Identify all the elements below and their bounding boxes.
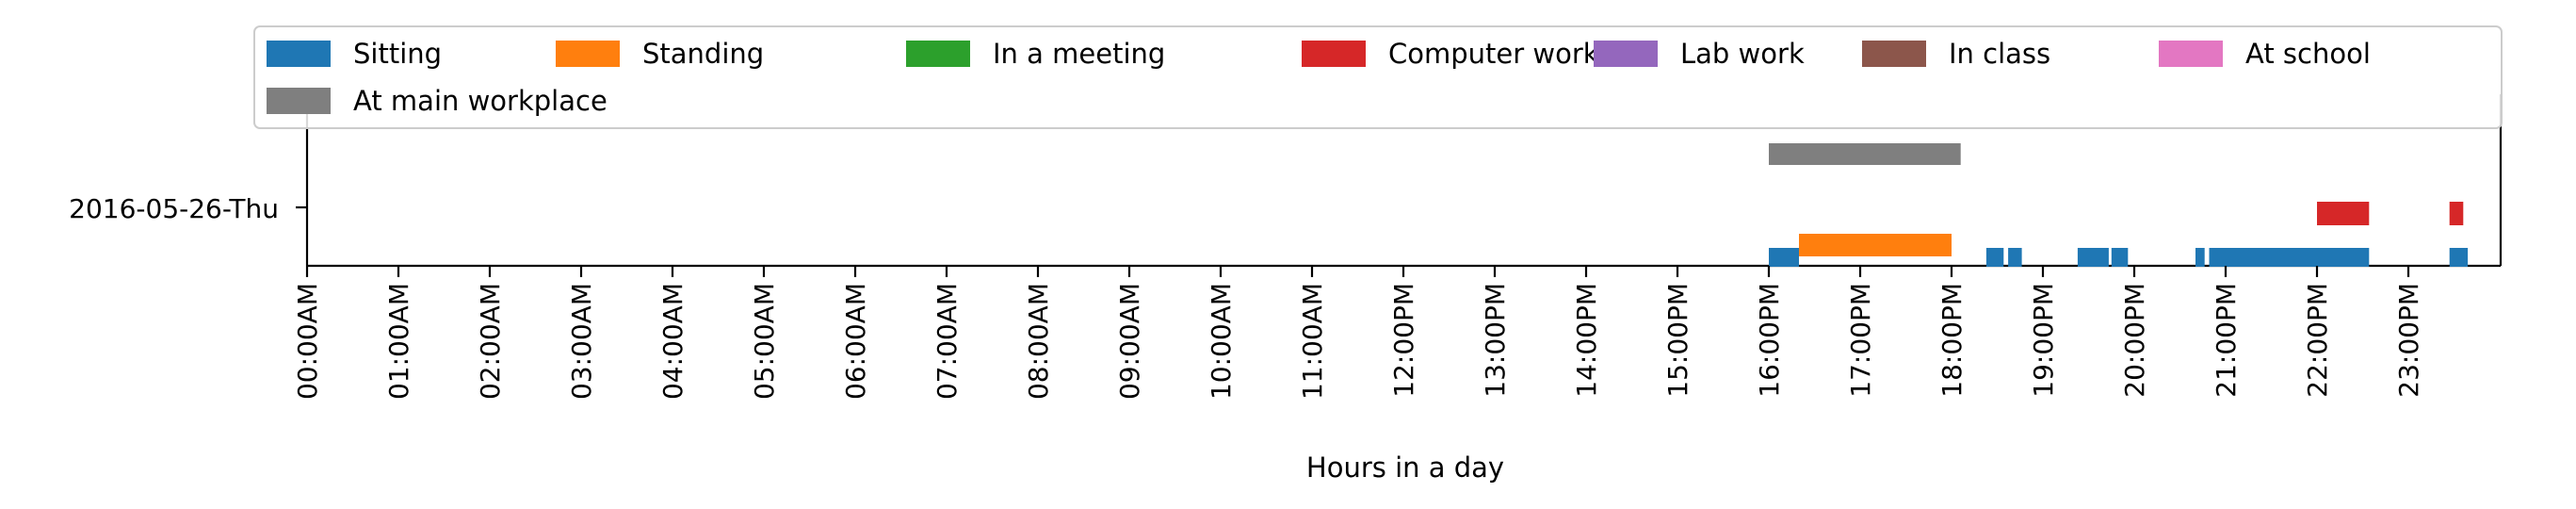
bar-sitting-5 <box>2195 248 2205 267</box>
legend-swatch-at-main-workplace <box>267 88 331 114</box>
legend-swatch-at-school <box>2159 41 2223 67</box>
x-tick-label-3: 03:00AM <box>566 283 597 400</box>
x-tick-label-5: 05:00AM <box>749 283 780 400</box>
bar-computer-work-0 <box>2317 202 2370 225</box>
x-tick-label-18: 18:00PM <box>1936 283 1968 398</box>
x-tick-label-9: 09:00AM <box>1114 283 1145 400</box>
legend-label-computer-work: Computer work <box>1388 38 1599 70</box>
legend-label-in-class: In class <box>1949 38 2050 70</box>
x-axis-label: Hours in a day <box>1306 452 1504 484</box>
x-tick-label-8: 08:00AM <box>1023 283 1054 400</box>
x-tick-label-19: 19:00PM <box>2028 283 2059 398</box>
x-tick-label-0: 00:00AM <box>292 283 323 400</box>
x-tick-label-4: 04:00AM <box>657 283 689 400</box>
x-tick-label-11: 11:00AM <box>1297 283 1328 400</box>
legend-swatch-lab-work <box>1594 41 1658 67</box>
legend-swatch-in-a-meeting <box>906 41 970 67</box>
x-axis-ticks: 00:00AM 01:00AM 02:00AM 03:00AM 04:00AM 05:00… <box>292 266 2424 400</box>
bar-sitting-3 <box>2077 248 2109 267</box>
legend-swatch-computer-work <box>1302 41 1366 67</box>
bar-sitting-1 <box>1985 248 2004 267</box>
x-tick-label-20: 20:00PM <box>2119 283 2150 398</box>
x-tick-label-2: 02:00AM <box>475 283 506 400</box>
x-tick-label-10: 10:00AM <box>1206 283 1237 400</box>
activity-bars <box>1769 143 2469 267</box>
legend-frame <box>253 25 2503 129</box>
bar-at-main-workplace-0 <box>1769 143 1961 165</box>
legend: Sitting Standing In a meeting Computer work… <box>253 25 2503 129</box>
legend-swatch-in-class <box>1862 41 1926 67</box>
x-tick-label-17: 17:00PM <box>1845 283 1876 398</box>
bar-sitting-6 <box>2209 248 2370 267</box>
legend-swatch-sitting <box>267 41 331 67</box>
bar-sitting-7 <box>2449 248 2469 267</box>
legend-label-at-main-workplace: At main workplace <box>353 85 608 117</box>
legend-swatch-standing <box>556 41 620 67</box>
x-tick-label-21: 21:00PM <box>2211 283 2242 398</box>
legend-label-in-a-meeting: In a meeting <box>993 38 1165 70</box>
x-tick-label-7: 07:00AM <box>932 283 963 400</box>
x-tick-label-14: 14:00PM <box>1571 283 1602 398</box>
x-tick-label-22: 22:00PM <box>2302 283 2333 398</box>
bar-computer-work-1 <box>2449 202 2464 225</box>
bar-sitting-2 <box>2008 248 2022 267</box>
bar-standing-0 <box>1799 234 1952 256</box>
legend-label-standing: Standing <box>642 38 764 70</box>
legend-label-lab-work: Lab work <box>1680 38 1805 70</box>
bar-sitting-4 <box>2111 248 2129 267</box>
x-tick-label-1: 01:00AM <box>383 283 414 400</box>
x-tick-label-16: 16:00PM <box>1754 283 1785 398</box>
bar-sitting-0 <box>1769 248 1799 267</box>
legend-label-at-school: At school <box>2245 38 2371 70</box>
x-tick-label-15: 15:00PM <box>1662 283 1693 398</box>
y-tick-label-day: 2016-05-26-Thu <box>69 193 279 224</box>
x-tick-label-6: 06:00AM <box>840 283 871 400</box>
x-tick-label-23: 23:00PM <box>2393 283 2424 398</box>
legend-label-sitting: Sitting <box>353 38 442 70</box>
x-tick-label-13: 13:00PM <box>1480 283 1511 398</box>
x-tick-label-12: 12:00PM <box>1388 283 1419 398</box>
